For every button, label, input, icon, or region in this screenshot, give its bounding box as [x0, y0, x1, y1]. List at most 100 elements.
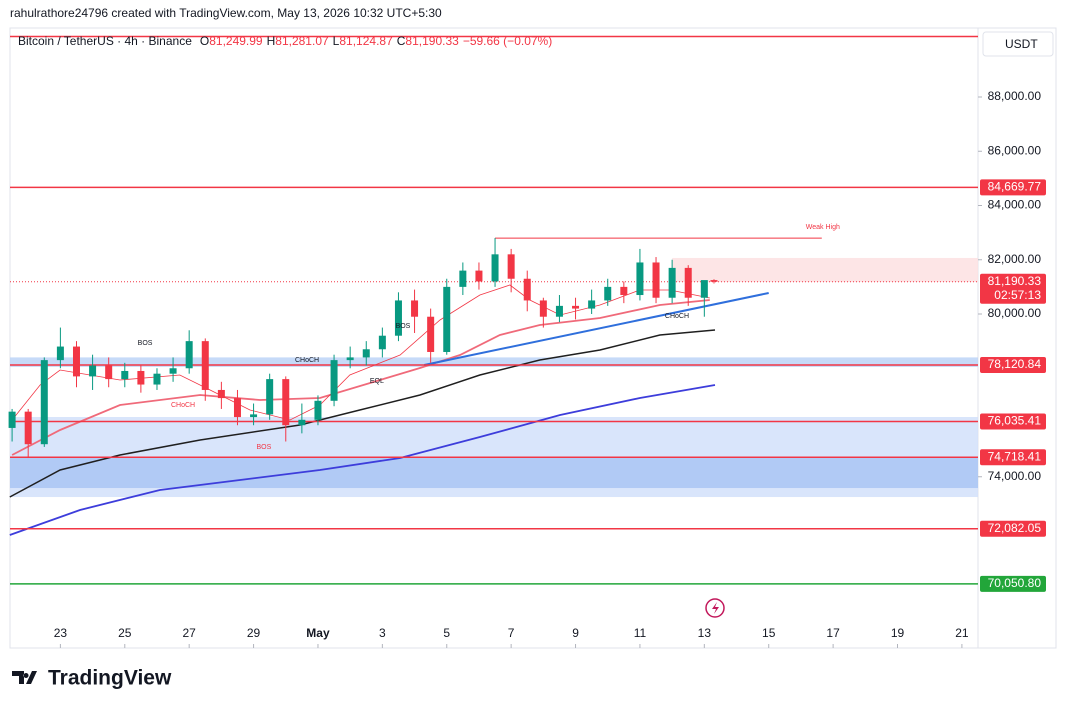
brand: TradingView	[48, 667, 172, 690]
moving-average	[11, 299, 710, 456]
candle-body	[588, 300, 596, 309]
annotation: Weak High	[806, 224, 840, 231]
level-label: 70,050.80	[988, 576, 1042, 590]
annotation: CHoCH	[665, 313, 689, 320]
candle-body	[298, 419, 306, 426]
alert-bolt	[712, 602, 719, 614]
x-tick-label: 19	[891, 626, 905, 640]
candle-body	[636, 262, 644, 296]
candle-body	[604, 286, 612, 301]
candle-body	[523, 278, 531, 301]
y-tick-label: 82,000.00	[988, 252, 1042, 266]
candle-body	[330, 360, 338, 401]
candle-body	[153, 373, 161, 385]
candle-body	[684, 267, 692, 298]
x-tick-label: 9	[572, 626, 579, 640]
zone	[10, 457, 978, 489]
y-tick-label: 74,000.00	[988, 469, 1042, 483]
legend-value: 81,190.33	[405, 34, 459, 48]
candle-body	[137, 370, 145, 385]
legend-value: 81,281.07	[275, 34, 329, 48]
x-tick-label: 13	[698, 626, 712, 640]
zone	[672, 257, 978, 282]
candle-body	[700, 280, 708, 298]
candle-body	[185, 341, 193, 369]
candle-body	[652, 262, 660, 298]
level-label: 72,082.05	[988, 521, 1042, 535]
y-tick-label: 80,000.00	[988, 306, 1042, 320]
candle-body	[475, 270, 483, 282]
candle-body	[668, 267, 676, 298]
candle-body	[710, 280, 718, 282]
level-label-box	[980, 179, 1046, 196]
level-label-box	[980, 356, 1046, 373]
annotation: CHoCH	[171, 402, 195, 409]
candle-body	[217, 389, 225, 399]
candle-body	[72, 346, 80, 377]
x-tick-label: 15	[762, 626, 776, 640]
x-tick-label: 7	[508, 626, 515, 640]
alert-icon[interactable]	[705, 598, 725, 618]
candle-body	[266, 379, 274, 415]
candle-body	[378, 335, 386, 350]
legend-change: −59.66 (−0.07%)	[463, 34, 552, 48]
currency: USDT	[1005, 37, 1038, 51]
legend-key: O	[200, 34, 209, 48]
plot-area: BOS CHoCH BOS CHoCH EQL BOS CHoCH Weak High	[8, 35, 978, 585]
y-tick-label: 86,000.00	[988, 143, 1042, 157]
legend-key: L	[333, 34, 340, 48]
legend: Bitcoin / TetherUS · 4h · Binance O81,249…	[18, 34, 552, 48]
x-tick-label: 29	[247, 626, 261, 640]
legend-key: C	[397, 34, 406, 48]
candle-body	[250, 414, 258, 418]
level-label-box	[980, 449, 1046, 466]
byline: rahulrathore24796 created with TradingVi…	[10, 6, 442, 20]
x-tick-label: 21	[955, 626, 969, 640]
candle-body	[8, 411, 16, 428]
candle-body	[555, 305, 563, 317]
candle-body	[24, 411, 32, 445]
tradingview-logo: TradingView	[12, 667, 172, 690]
x-tick-label: 23	[54, 626, 68, 640]
trendline	[423, 292, 769, 366]
candle-body	[427, 316, 435, 352]
candle-body	[362, 349, 370, 358]
level-label-box	[980, 520, 1046, 537]
candle-body	[201, 341, 209, 390]
x-tick-label: May	[306, 626, 330, 640]
level-label: 84,669.77	[988, 180, 1042, 194]
moving-average	[11, 284, 710, 421]
candle-body	[572, 305, 580, 309]
zone	[10, 357, 978, 367]
candle-body	[105, 365, 113, 380]
x-tick-label: 27	[182, 626, 196, 640]
candle-body	[620, 286, 628, 296]
currency-box[interactable]	[982, 31, 1054, 57]
annotation: BOS	[138, 340, 153, 347]
level-label: 74,718.41	[988, 449, 1042, 463]
candle-body	[491, 254, 499, 282]
candle-body	[233, 398, 241, 418]
level-label-box	[980, 413, 1046, 430]
candle-body	[169, 368, 177, 374]
candle-body	[89, 365, 97, 377]
level-label: 81,190.33	[988, 274, 1042, 288]
x-tick-label: 25	[118, 626, 132, 640]
x-tick-label: 5	[443, 626, 450, 640]
candle-body	[411, 300, 419, 317]
candle-body	[539, 300, 547, 317]
y-tick-label: 84,000.00	[988, 198, 1042, 212]
alert-circle	[705, 598, 725, 618]
candle-body	[282, 379, 290, 426]
annotation: EQL	[370, 378, 384, 385]
level-label-box	[980, 273, 1046, 304]
symbol-title: Bitcoin / TetherUS · 4h · Binance	[18, 34, 192, 48]
candle-body	[40, 360, 48, 445]
logo-mark	[12, 671, 37, 684]
annotation: CHoCH	[295, 357, 319, 364]
annotation: BOS	[396, 323, 411, 330]
level-label: 78,120.84	[988, 357, 1042, 371]
countdown: 02:57:13	[994, 288, 1041, 302]
